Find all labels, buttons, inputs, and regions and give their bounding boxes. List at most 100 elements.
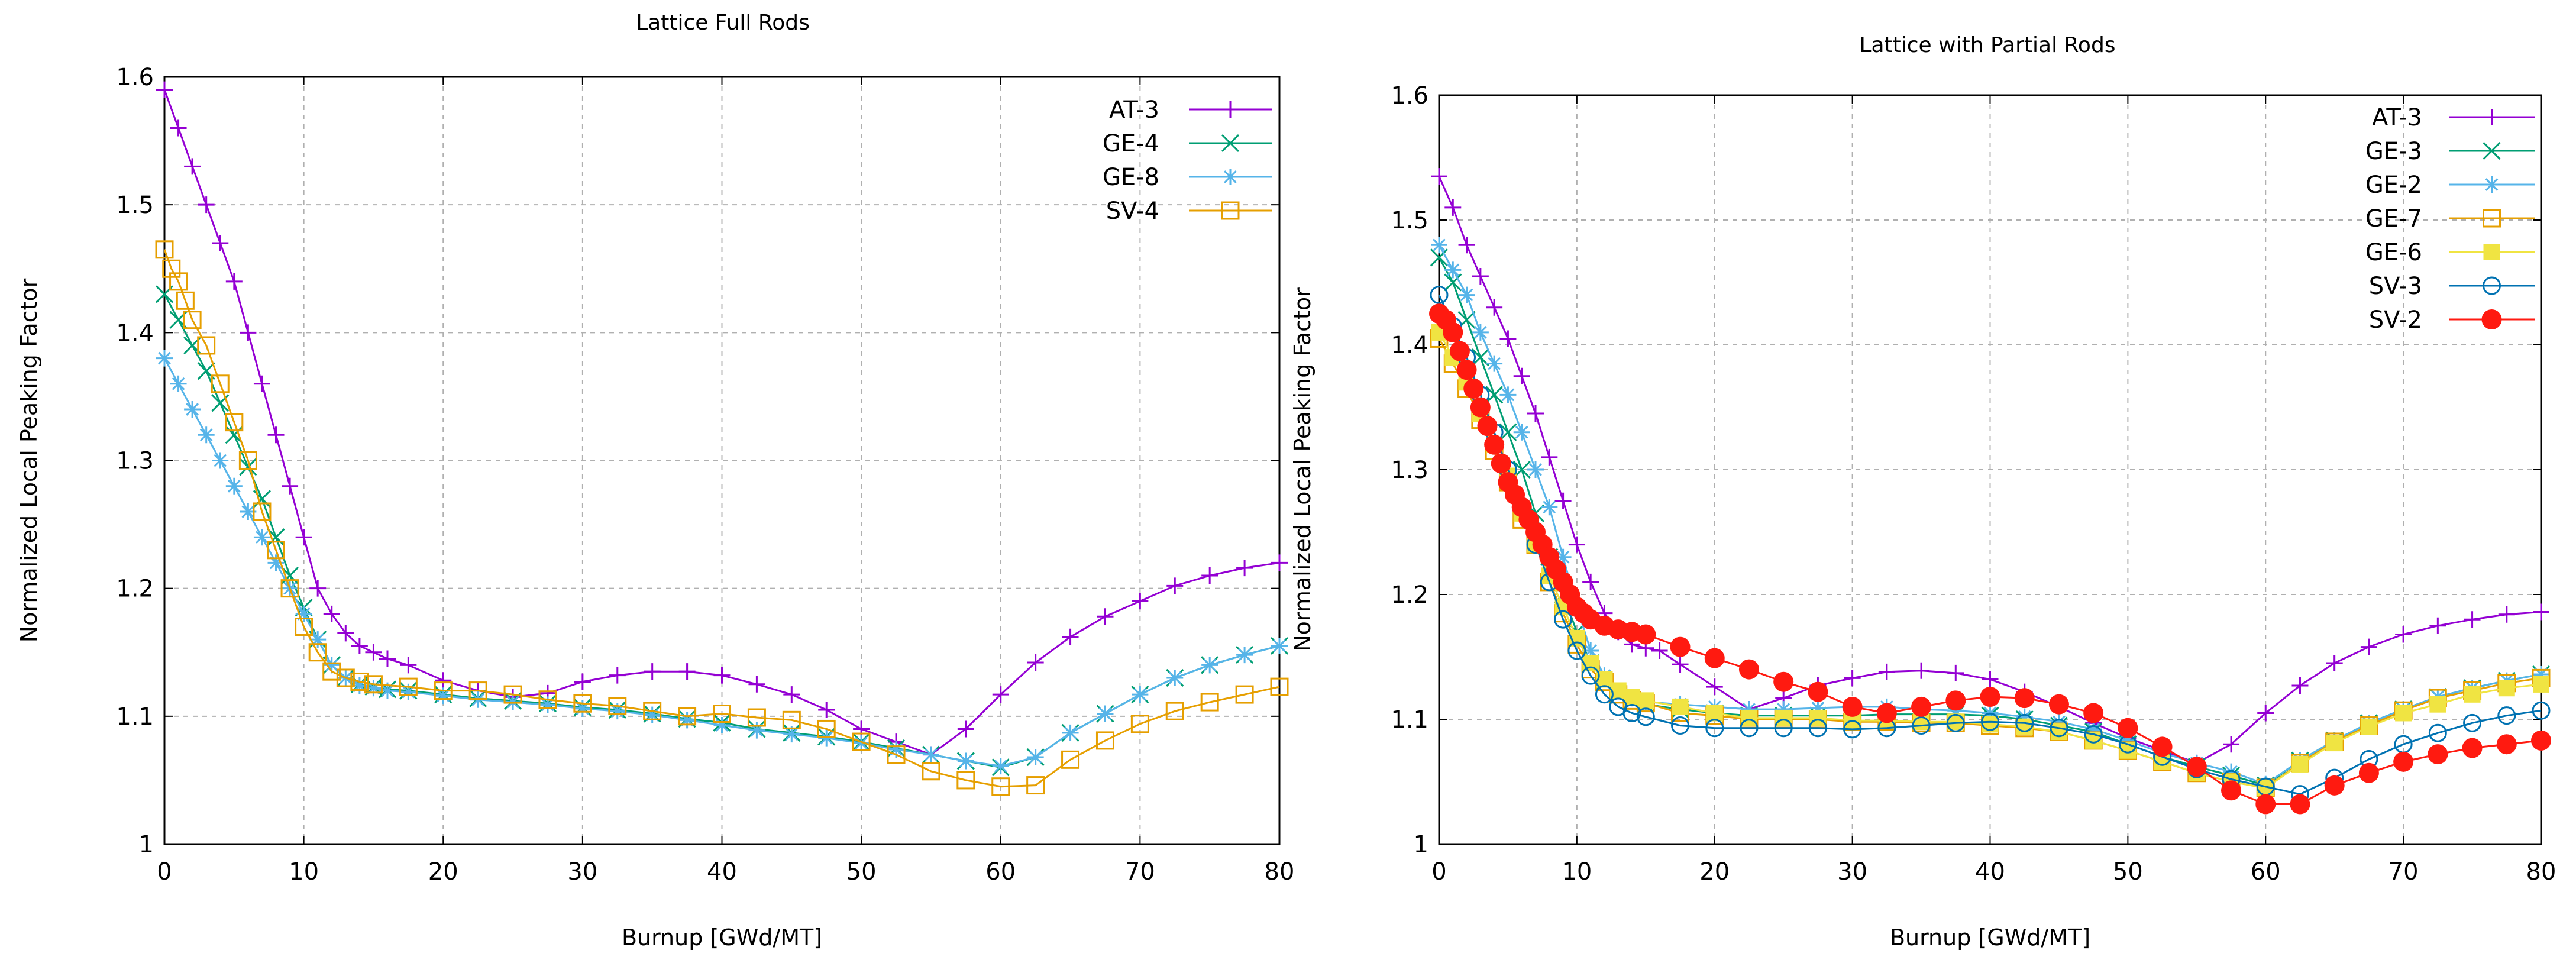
data-point [1097,705,1114,722]
data-point [337,625,354,642]
legend-marker [1221,201,1240,220]
data-point [184,401,201,418]
data-point [817,719,836,738]
data-point [748,722,765,739]
data-point [503,685,522,704]
data-point [2533,603,2549,621]
data-point [1200,693,1219,712]
data-point [1026,776,1045,795]
data-point [295,605,312,622]
data-point [2255,794,2276,815]
y-tick-label: 1.6 [1391,82,1428,109]
data-point [1808,719,1827,738]
x-tick-label: 20 [428,858,458,886]
data-point [1554,548,1572,565]
x-tick-label: 10 [289,858,319,886]
data-point [2393,751,2414,772]
data-point [1472,267,1489,285]
data-point [1775,709,1792,726]
data-point [253,529,270,546]
data-point [1774,719,1793,738]
data-point [2395,626,2412,643]
data-point [2015,713,2034,732]
data-point [1876,703,1897,723]
x-tick-label: 70 [2388,858,2419,886]
data-point [267,426,285,444]
data-point [888,741,905,758]
data-point [1843,720,1862,739]
data-point [1062,628,1079,645]
data-point [225,413,244,432]
data-point [1672,698,1689,715]
data-point [1808,681,1828,702]
legend-marker [1222,101,1239,118]
data-point [176,291,195,310]
data-point [2498,606,2515,623]
data-point [280,579,299,598]
data-point [1513,367,1530,384]
data-point [1430,248,1449,267]
data-point [2498,680,2515,697]
y-tick-label: 1.3 [1391,457,1428,484]
data-point [1236,560,1253,577]
data-point [1061,750,1080,769]
data-point [956,771,975,790]
data-point [782,710,801,729]
y-tick-label: 1.2 [116,576,154,603]
data-point [1568,536,1585,553]
data-point [1430,286,1449,305]
data-point [1706,678,1723,696]
data-point [1946,713,1965,732]
x-tick-label: 40 [707,858,737,886]
legend-label: SV-3 [2369,273,2422,300]
data-point [1527,461,1544,478]
series-sv-2 [1429,303,2551,815]
data-point [267,554,285,571]
data-point [2084,725,2103,744]
data-point [713,667,731,684]
y-tick-label: 1 [1414,831,1428,858]
data-point [468,681,487,700]
data-point [2532,701,2551,720]
legend-label: GE-6 [2365,239,2422,266]
legend-marker [2483,276,2501,295]
x-tick-label: 80 [2526,858,2556,886]
data-point [644,663,661,680]
data-point [2429,696,2446,713]
legend-label: AT-3 [1109,96,1159,124]
data-point [1130,715,1149,733]
data-point [1912,716,1931,735]
data-point [1671,716,1690,735]
data-point [1541,499,1558,516]
chart-title: Lattice with Partial Rods [1859,33,2115,57]
data-point [156,81,173,98]
data-point [991,777,1010,796]
data-point [1027,749,1044,766]
y-tick-label: 1.5 [1391,207,1428,234]
data-point [336,668,355,687]
data-point [1567,641,1586,660]
data-point [170,375,187,392]
data-point [2152,736,2173,757]
data-point [2533,666,2549,683]
data-point [253,375,270,392]
y-tick-label: 1.6 [116,64,154,91]
y-tick-label: 1.1 [116,703,154,731]
data-point [309,580,327,597]
data-point [1947,664,1964,681]
legend-marker [2483,209,2501,228]
legend-marker [2481,309,2502,329]
data-point [2464,686,2481,703]
data-point [1773,671,1794,692]
data-point [1595,685,1614,704]
legend-marker [2483,176,2500,193]
legend-label: AT-3 [2372,104,2422,131]
series-sv-4 [155,240,1289,796]
data-point [818,702,835,719]
data-point [2462,738,2483,758]
data-point [1201,567,1218,584]
legend-label: SV-2 [2369,306,2422,334]
data-point [1491,453,1511,474]
chart-2: Lattice with Partial Rods 0 10 20 30 40 50 60 70… [1289,33,2556,951]
y-tick-label: 1 [139,831,154,858]
